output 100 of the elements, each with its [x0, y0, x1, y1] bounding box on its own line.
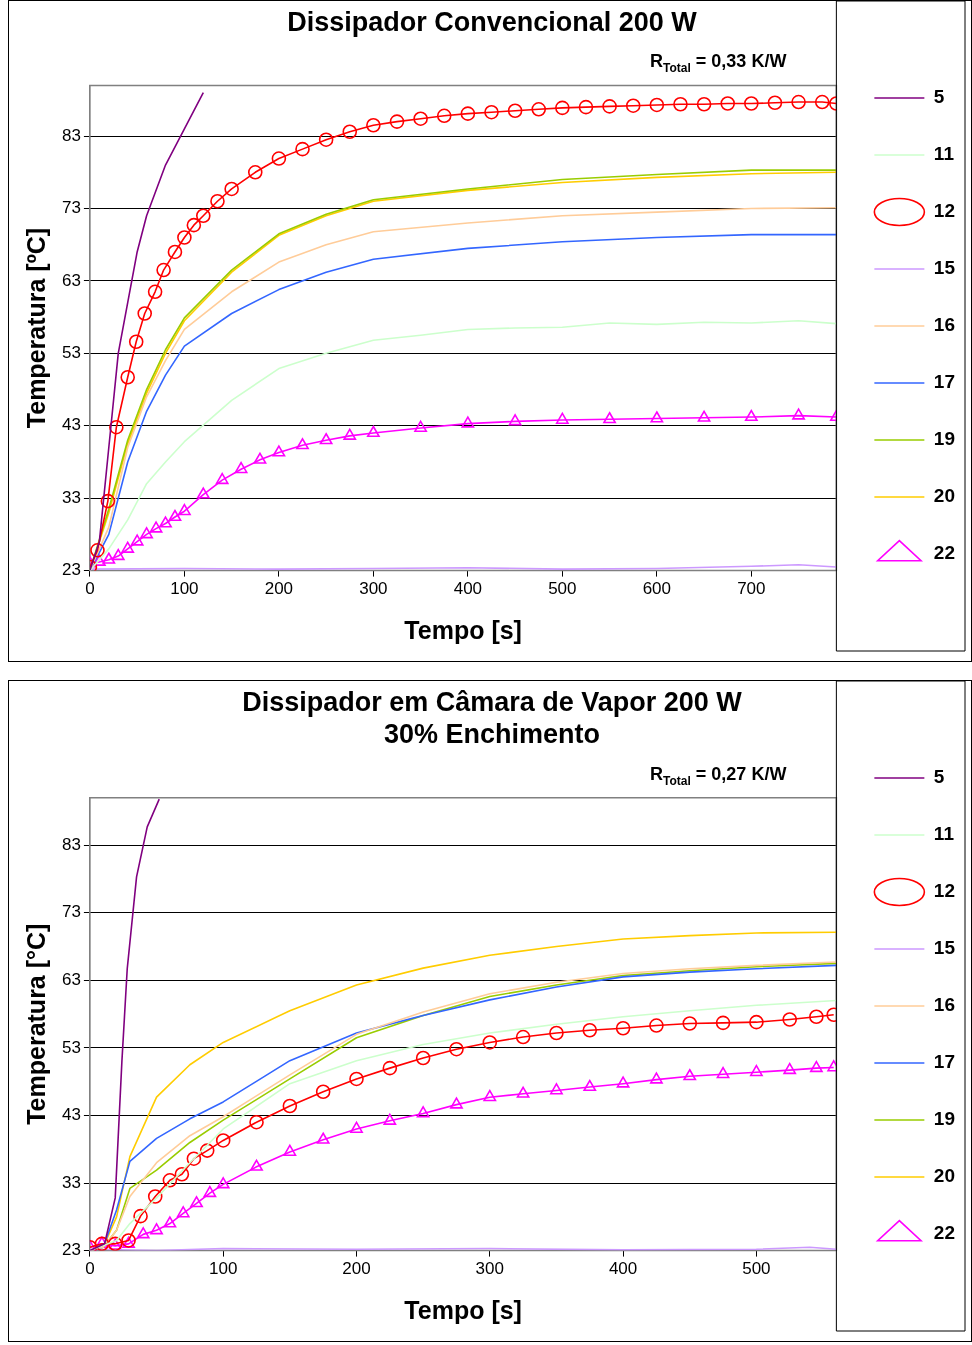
point: [100, 493, 116, 509]
point: [186, 1151, 202, 1166]
point: [696, 96, 712, 112]
point: [550, 1083, 563, 1095]
point: [149, 521, 163, 533]
point: [744, 409, 758, 422]
point: [809, 1060, 823, 1073]
legend-label: 16: [933, 314, 956, 336]
point: [792, 408, 805, 420]
point: [415, 1050, 431, 1066]
point: [382, 1060, 398, 1076]
chart-title: Dissipador Convencional 200 W: [287, 6, 698, 37]
legend-label: 17: [933, 1051, 956, 1073]
x-tick-label: 300: [359, 579, 388, 599]
point: [389, 114, 405, 129]
point: [436, 108, 452, 124]
y-tick-label: 33: [61, 1172, 81, 1192]
point: [190, 1195, 203, 1208]
point: [555, 412, 569, 425]
point: [515, 1029, 531, 1045]
point: [649, 1072, 663, 1084]
point: [549, 1025, 564, 1041]
y-axis-title: Temperatura [ºC]: [21, 227, 50, 429]
legend-label: 16: [933, 994, 956, 1016]
point: [296, 438, 309, 450]
chart-title: Dissipador em Câmara de Vapor 200 W 30% Enchimento: [242, 686, 743, 750]
point: [616, 1076, 630, 1088]
y-tick-label: 63: [61, 270, 81, 290]
x-tick-label: 100: [209, 1259, 238, 1279]
point: [215, 1133, 231, 1148]
point: [177, 503, 191, 516]
point: [349, 1071, 364, 1087]
legend-label: 15: [933, 257, 956, 279]
x-tick-label: 200: [264, 579, 294, 599]
legend-label: 22: [933, 542, 956, 564]
point: [484, 104, 499, 120]
point: [147, 1189, 163, 1204]
y-tick-label: 83: [61, 125, 81, 145]
point: [216, 1177, 230, 1189]
point: [449, 1041, 464, 1057]
point: [137, 306, 153, 321]
y-tick-label: 73: [61, 902, 81, 922]
point: [210, 193, 225, 209]
point: [196, 487, 210, 499]
point: [102, 552, 116, 564]
point: [234, 461, 248, 474]
y-tick-label: 23: [61, 1240, 81, 1260]
point: [782, 1012, 798, 1027]
point: [583, 1079, 597, 1092]
point: [749, 1064, 763, 1077]
point: [366, 425, 380, 438]
y-tick-label: 53: [61, 343, 81, 363]
point: [249, 1114, 264, 1130]
point: [111, 548, 125, 561]
point: [650, 411, 664, 423]
x-tick-label: 100: [170, 579, 199, 599]
point: [578, 99, 594, 115]
x-tick-label: 500: [742, 1259, 771, 1279]
point: [162, 1173, 178, 1188]
point: [649, 1018, 664, 1033]
point: [199, 1143, 215, 1158]
point: [683, 1068, 697, 1081]
point: [555, 100, 570, 116]
point: [783, 1062, 797, 1075]
point: [791, 94, 806, 110]
point: [744, 96, 759, 111]
point: [271, 151, 287, 166]
point: [414, 420, 428, 432]
legend-label: 15: [933, 937, 956, 959]
point: [508, 414, 522, 426]
point: [215, 472, 229, 485]
point: [177, 230, 192, 245]
point: [156, 262, 171, 278]
point: [121, 541, 135, 553]
point: [483, 1089, 497, 1102]
point: [342, 124, 358, 140]
point: [186, 217, 202, 233]
point: [615, 1020, 631, 1036]
x-axis-title: Tempo [s]: [404, 615, 522, 644]
x-axis-title: Tempo [s]: [404, 1295, 522, 1324]
point: [814, 94, 830, 110]
y-tick-label: 43: [61, 415, 81, 435]
point: [460, 106, 476, 121]
x-tick-label: 500: [548, 579, 577, 599]
point: [482, 1035, 498, 1050]
point: [147, 284, 163, 300]
point: [133, 1208, 148, 1224]
y-tick-label: 63: [61, 969, 81, 989]
point: [250, 1159, 263, 1171]
point: [749, 1014, 764, 1030]
point: [203, 1185, 217, 1198]
point: [649, 97, 665, 113]
point: [136, 1227, 150, 1239]
point: [450, 1097, 463, 1109]
legend-label: 5: [933, 86, 945, 108]
point: [109, 419, 124, 435]
point: [167, 244, 183, 260]
point: [682, 1016, 698, 1031]
point: [507, 103, 523, 119]
point: [163, 1216, 177, 1228]
